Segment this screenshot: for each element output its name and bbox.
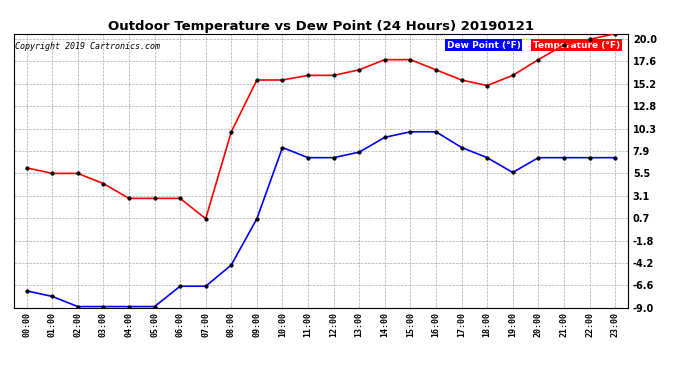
Text: Copyright 2019 Cartronics.com: Copyright 2019 Cartronics.com	[15, 42, 160, 51]
Title: Outdoor Temperature vs Dew Point (24 Hours) 20190121: Outdoor Temperature vs Dew Point (24 Hou…	[108, 20, 534, 33]
Text: Dew Point (°F): Dew Point (°F)	[446, 40, 521, 50]
Text: Temperature (°F): Temperature (°F)	[533, 40, 620, 50]
